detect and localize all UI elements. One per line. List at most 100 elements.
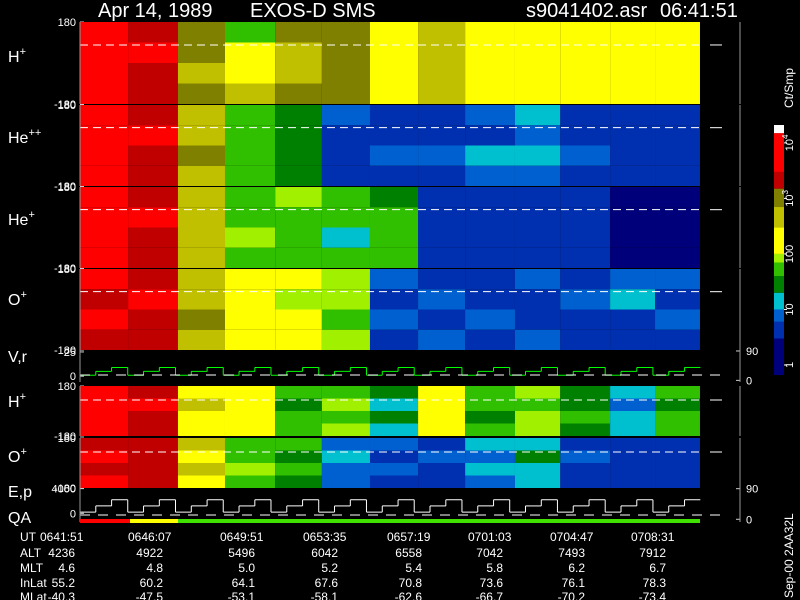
heatmap-cell xyxy=(369,438,419,451)
heatmap-cell xyxy=(128,207,178,228)
heatmap-cell xyxy=(560,398,611,411)
panel-label-text: He xyxy=(8,130,29,147)
heatmap-cell xyxy=(655,475,700,488)
heatmap-cell xyxy=(321,63,370,84)
heatmap-cell xyxy=(610,105,656,126)
heatmap-cell xyxy=(560,227,611,248)
table-cell: 4236 xyxy=(48,546,75,560)
heatmap-cell xyxy=(80,247,129,268)
heatmap-cell xyxy=(610,247,656,268)
panel-label-text: V,r xyxy=(8,349,28,366)
table-cell: 6042 xyxy=(311,546,338,560)
heatmap-cell xyxy=(610,145,656,166)
heatmap-cell xyxy=(610,83,656,104)
heatmap-cell xyxy=(465,63,515,84)
heatmap-cell xyxy=(610,187,656,208)
table-cell: -70.2 xyxy=(558,590,586,600)
heatmap-cell xyxy=(224,227,276,248)
heatmap-cell xyxy=(560,187,611,208)
heatmap-cell xyxy=(655,63,700,84)
heatmap-cell xyxy=(128,289,178,310)
heatmap-cell xyxy=(418,187,466,208)
heatmap-cell xyxy=(465,475,515,488)
heatmap-cell xyxy=(514,247,561,268)
heatmap-cell xyxy=(560,83,611,104)
heatmap-cell xyxy=(610,309,656,330)
panel-label-text: E,p xyxy=(8,484,32,501)
panel-label-text: O xyxy=(8,292,20,309)
heatmap-cell xyxy=(514,289,561,310)
qa-label: QA xyxy=(8,510,31,527)
heatmap-cell xyxy=(465,309,515,330)
heatmap-cell xyxy=(655,398,700,411)
table-cell: 4.8 xyxy=(146,561,163,575)
heatmap-cell xyxy=(177,289,225,310)
heatmap-cell xyxy=(369,423,419,436)
heatmap-cell xyxy=(369,247,419,268)
heatmap-cell xyxy=(275,165,322,186)
y-tick-label: -180 xyxy=(54,263,76,275)
table-cell: -40.3 xyxy=(48,590,76,600)
heatmap-cell xyxy=(655,423,700,436)
heatmap-cell xyxy=(514,475,561,488)
heatmap-cell xyxy=(177,83,225,104)
heatmap-cell xyxy=(655,145,700,166)
heatmap-cell xyxy=(275,269,322,290)
heatmap-cell xyxy=(514,463,561,476)
time-label: 0704:47 xyxy=(550,530,594,544)
colorbar-tick-sup: 4 xyxy=(781,134,790,139)
colorbar-segment xyxy=(774,338,784,375)
heatmap-cell xyxy=(560,63,611,84)
qa-bar xyxy=(130,519,178,523)
heatmap-cell xyxy=(610,22,656,43)
heatmap-cell xyxy=(465,227,515,248)
table-cell: 5496 xyxy=(228,546,255,560)
heatmap-cell xyxy=(224,207,276,228)
heatmap-cell xyxy=(514,207,561,228)
table-cell: 6558 xyxy=(395,546,422,560)
heatmap-cell xyxy=(655,438,700,451)
colorbar-tick-sup: 3 xyxy=(781,190,790,195)
y2-tick-label: 0 xyxy=(746,375,752,387)
heatmap-cell xyxy=(369,269,419,290)
heatmap-cell xyxy=(369,309,419,330)
row-label: MLT xyxy=(20,561,44,575)
heatmap-cell xyxy=(610,42,656,63)
heatmap-cell xyxy=(275,247,322,268)
heatmap-cell xyxy=(369,398,419,411)
heatmap-cell xyxy=(275,289,322,310)
panel-label-text: H xyxy=(8,394,20,411)
panel-label-sup: ++ xyxy=(28,127,41,139)
footer-note: Sep-00 2AA32L xyxy=(782,513,796,598)
y-tick-label: 180 xyxy=(58,264,76,276)
colorbar-segment xyxy=(774,309,784,322)
heatmap-cell xyxy=(465,450,515,463)
heatmap-cell xyxy=(655,289,700,310)
heatmap-cell xyxy=(275,411,322,424)
instrument: EXOS-D SMS xyxy=(250,0,376,22)
heatmap-cell xyxy=(655,42,700,63)
heatmap-cell xyxy=(560,207,611,228)
heatmap-cell xyxy=(128,125,178,146)
table-cell: 4922 xyxy=(136,546,163,560)
table-cell: 7912 xyxy=(639,546,666,560)
heatmap-cell xyxy=(514,411,561,424)
heatmap-cell xyxy=(321,411,370,424)
time-label: 0701:03 xyxy=(468,530,512,544)
heatmap-cell xyxy=(465,411,515,424)
heatmap-cell xyxy=(610,475,656,488)
heatmap-cell xyxy=(655,187,700,208)
heatmap-cell xyxy=(418,83,466,104)
heatmap-cell xyxy=(224,463,276,476)
y-tick-label: -180 xyxy=(54,345,76,357)
qa-bar xyxy=(178,519,700,523)
heatmap-cell xyxy=(418,289,466,310)
heatmap-cell xyxy=(275,386,322,399)
y-tick-label: 0 xyxy=(70,371,76,383)
heatmap-cell xyxy=(224,475,276,488)
colorbar-segment xyxy=(774,262,784,277)
colorbar-segment xyxy=(774,227,784,254)
heatmap-cell xyxy=(369,83,419,104)
heatmap-cell xyxy=(655,165,700,186)
heatmap-cell xyxy=(321,423,370,436)
